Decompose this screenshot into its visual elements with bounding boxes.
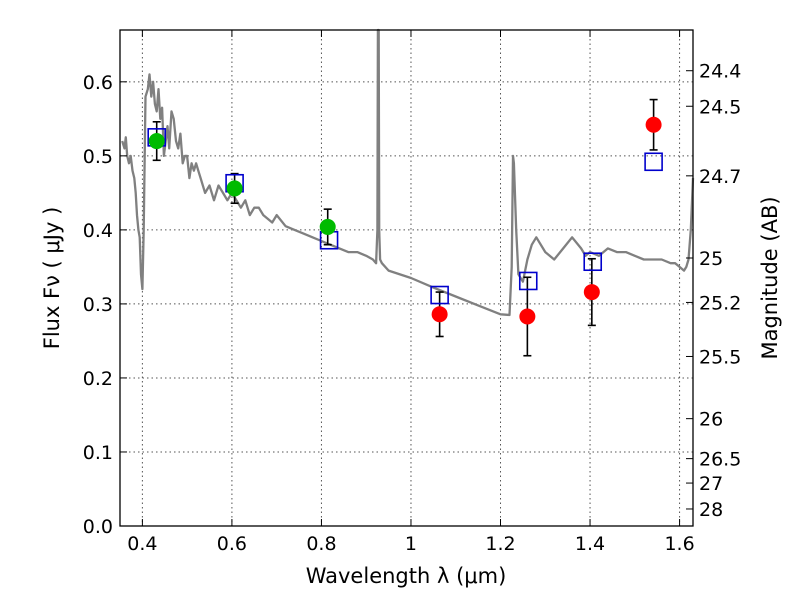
mag-tick-label: 26.5 [699,449,741,471]
errorbar-layer [152,98,658,357]
axis-ticks: 0.4 0.6 0.8 1 1.2 1.4 1.6 0.0 0.1 0.2 0.3 0.4 0.5 0.6… [83,30,741,555]
mag-tick-label: 24.5 [699,96,741,118]
observed-optical-point [319,218,336,235]
y-tick-label: 0.6 [83,72,113,94]
model-spectrum-layer [121,28,695,317]
mag-tick-label: 27 [699,473,723,495]
model-photometry-layer [147,128,663,305]
y-axis-title: Flux Fν ( μJy ) [40,207,64,350]
x-axis-title: Wavelength λ (μm) [306,564,507,588]
y-tick-label: 0.1 [83,442,113,464]
y-tick-label: 0.5 [83,146,113,168]
mag-tick-label: 24.4 [699,61,741,83]
model-spectrum-line [121,28,695,317]
model-photometry-point [430,285,449,305]
mag-tick-label: 24.7 [699,166,741,188]
observed-optical-point [226,180,243,197]
observed-optical-point [148,133,165,150]
model-photometry-point [518,271,538,291]
observed-nir-point [431,306,448,323]
x-tick-label: 1.4 [575,533,605,555]
x-tick-label: 1.6 [664,533,694,555]
y-tick-label: 0.0 [83,516,113,538]
observed-photometry-layer [148,116,662,325]
observed-nir-point [519,308,536,325]
observed-nir-point [645,116,662,133]
y2-axis-title: Magnitude (AB) [758,196,782,359]
mag-tick-label: 25.5 [699,346,741,368]
model-photometry-point [583,252,603,272]
x-tick-label: 1 [405,533,417,555]
mag-tick-label: 26 [699,409,723,431]
mag-tick-label: 25.2 [699,292,741,314]
model-photometry-point [644,152,663,172]
mag-tick-label: 28 [699,499,723,521]
plot-frame [119,29,694,527]
x-tick-label: 1.2 [485,533,515,555]
mag-tick-label: 25 [699,248,723,270]
observed-nir-point [583,284,600,301]
x-tick-label: 0.4 [127,533,157,555]
x-tick-label: 0.6 [217,533,247,555]
x-tick-label: 0.8 [306,533,336,555]
y-tick-label: 0.3 [83,294,113,316]
y-tick-label: 0.4 [83,220,113,242]
grid-lines [120,30,693,527]
y-tick-label: 0.2 [83,368,113,390]
